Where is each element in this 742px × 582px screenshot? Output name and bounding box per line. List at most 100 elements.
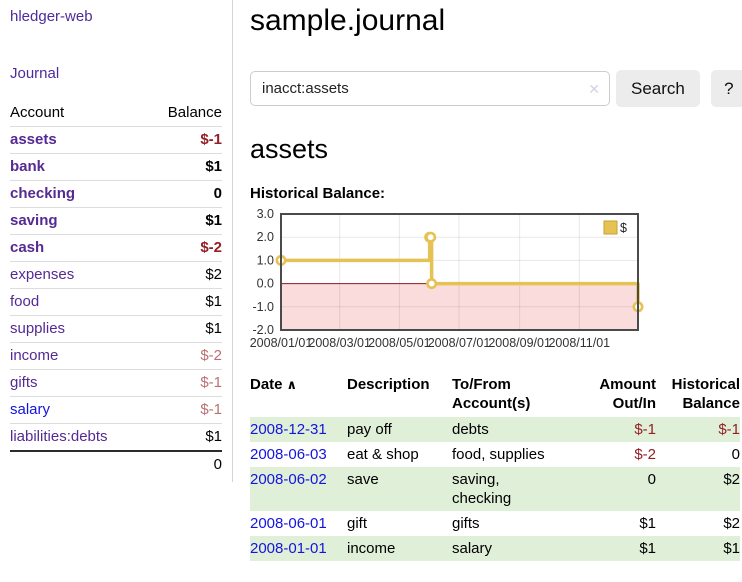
account-row: cash $-2	[10, 234, 222, 262]
sidebar-account-link[interactable]: food	[10, 293, 40, 310]
transaction-row: 2008-06-03 eat & shop food, supplies $-2 0	[250, 442, 740, 467]
svg-text:$: $	[620, 221, 627, 235]
sidebar-account-link[interactable]: liabilities:debts	[10, 428, 108, 445]
account-row: bank $1	[10, 153, 222, 181]
sidebar-account-link[interactable]: gifts	[10, 374, 38, 391]
transaction-row: 2008-06-02 save saving, checking 0 $2	[250, 467, 740, 511]
svg-text:2008/09/01: 2008/09/01	[488, 336, 551, 350]
sidebar-account-link[interactable]: cash	[10, 239, 45, 256]
account-row: expenses $2	[10, 261, 222, 289]
transaction-row: 2008-06-01 gift gifts $1 $2	[250, 511, 740, 536]
sidebar-account-link[interactable]: supplies	[10, 320, 66, 337]
sidebar-account-link[interactable]: income	[10, 347, 59, 364]
svg-text:2008/07/01: 2008/07/01	[428, 336, 491, 350]
search-form: ✕ Search ?	[250, 70, 742, 107]
svg-text:-2.0: -2.0	[252, 323, 274, 337]
account-balance: $1	[146, 207, 222, 235]
register-col-to: To/From Account(s)	[452, 376, 531, 412]
account-balance: $-1	[146, 126, 222, 154]
account-row: saving $1	[10, 207, 222, 235]
account-balance: 0	[146, 180, 222, 208]
register-table: Date ∧ Description To/From Account(s) Amount…	[250, 373, 740, 561]
register-header-row: Date ∧ Description To/From Account(s) Amount…	[250, 373, 740, 417]
sidebar-account-link[interactable]: checking	[10, 185, 76, 202]
account-balance: $-1	[146, 396, 222, 424]
account-balance: $-1	[146, 369, 222, 397]
transaction-amount: 0	[647, 471, 656, 488]
account-row: food $1	[10, 288, 222, 316]
accounts-body: assets $-1 bank $1 checking 0 saving $1 cash $-2 e…	[10, 126, 222, 478]
account-balance: $1	[146, 423, 222, 451]
sidebar-item-journal[interactable]: Journal	[10, 65, 60, 82]
register-col-description: Description	[347, 376, 430, 393]
page-title: sample.journal	[250, 4, 446, 37]
transaction-description: income	[347, 540, 396, 557]
transaction-description: gift	[347, 515, 368, 532]
transaction-row: 2008-12-31 pay off debts $-1 $-1	[250, 417, 740, 442]
account-balance: $1	[146, 315, 222, 343]
register-col-amount: Amount Out/In	[599, 376, 656, 412]
brand-link[interactable]: hledger-web	[10, 8, 93, 25]
account-row: supplies $1	[10, 315, 222, 343]
svg-text:2008/05/01: 2008/05/01	[368, 336, 431, 350]
svg-text:1.0: 1.0	[257, 253, 274, 267]
transaction-amount: $-1	[634, 421, 656, 438]
transaction-accounts: debts	[452, 421, 489, 438]
sidebar-account-link[interactable]: bank	[10, 158, 46, 175]
search-box: ✕	[250, 71, 610, 106]
account-row: gifts $-1	[10, 369, 222, 397]
transaction-balance: $2	[723, 471, 740, 488]
account-heading: assets	[250, 134, 329, 164]
transaction-accounts: saving, checking	[452, 471, 512, 507]
sidebar-account-link[interactable]: expenses	[10, 266, 75, 283]
account-balance: $1	[146, 153, 222, 181]
transaction-balance: $2	[723, 515, 740, 532]
svg-text:2008/01/01: 2008/01/01	[250, 336, 313, 350]
account-balance: $1	[146, 288, 222, 316]
register-col-historical: Historical Balance	[671, 376, 740, 412]
accounts-total-row: 0	[10, 450, 222, 478]
transaction-amount: $-2	[634, 446, 656, 463]
register-col-date[interactable]: Date ∧	[250, 376, 298, 393]
svg-text:3.0: 3.0	[257, 208, 274, 221]
account-balance: $2	[146, 261, 222, 289]
transaction-amount: $1	[639, 515, 656, 532]
svg-text:2008/11/01: 2008/11/01	[548, 336, 610, 350]
accounts-table: Account Balance assets $-1 bank $1 checking 0…	[10, 100, 222, 478]
transaction-balance: $1	[723, 540, 740, 557]
main-content: sample.journal ✕ Search ? assets Histori…	[233, 0, 742, 569]
transaction-amount: $1	[639, 540, 656, 557]
transaction-date-link[interactable]: 2008-06-01	[250, 515, 327, 532]
transaction-balance: 0	[731, 446, 740, 463]
search-input[interactable]	[251, 72, 609, 105]
transaction-row: 2008-01-01 income salary $1 $1	[250, 536, 740, 561]
transaction-accounts: food, supplies	[452, 446, 545, 463]
svg-text:0.0: 0.0	[257, 277, 274, 291]
svg-text:-1.0: -1.0	[252, 300, 274, 314]
accounts-header-balance: Balance	[167, 104, 222, 121]
transaction-description: eat & shop	[347, 446, 419, 463]
transaction-accounts: salary	[452, 540, 493, 557]
account-row: checking 0	[10, 180, 222, 208]
account-row: liabilities:debts $1	[10, 423, 222, 451]
sidebar-account-link[interactable]: assets	[10, 131, 57, 148]
transaction-date-link[interactable]: 2008-01-01	[250, 540, 327, 557]
sidebar-account-link[interactable]: saving	[10, 212, 58, 229]
svg-text:2008/03/01: 2008/03/01	[308, 336, 371, 350]
help-button[interactable]: ?	[710, 70, 742, 107]
search-button[interactable]: Search	[616, 70, 700, 107]
transaction-date-link[interactable]: 2008-06-03	[250, 446, 327, 463]
account-balance: $-2	[146, 342, 222, 370]
transaction-balance: $-1	[718, 421, 740, 438]
transaction-description: save	[347, 471, 379, 488]
chart-canvas: 3.0 2.0 1.0 0.0 -1.0 -2.02008/01/012008/03/01…	[250, 207, 644, 350]
account-row: salary $-1	[10, 396, 222, 424]
transaction-date-link[interactable]: 2008-06-02	[250, 471, 327, 488]
sidebar: hledger-web Journal Account Balance asse…	[0, 0, 233, 482]
transaction-date-link[interactable]: 2008-12-31	[250, 421, 327, 438]
account-row: assets $-1	[10, 126, 222, 154]
sidebar-account-link[interactable]: salary	[10, 401, 51, 418]
transaction-accounts: gifts	[452, 515, 480, 532]
clear-search-icon[interactable]: ✕	[588, 81, 600, 97]
sort-asc-icon: ∧	[286, 377, 298, 392]
